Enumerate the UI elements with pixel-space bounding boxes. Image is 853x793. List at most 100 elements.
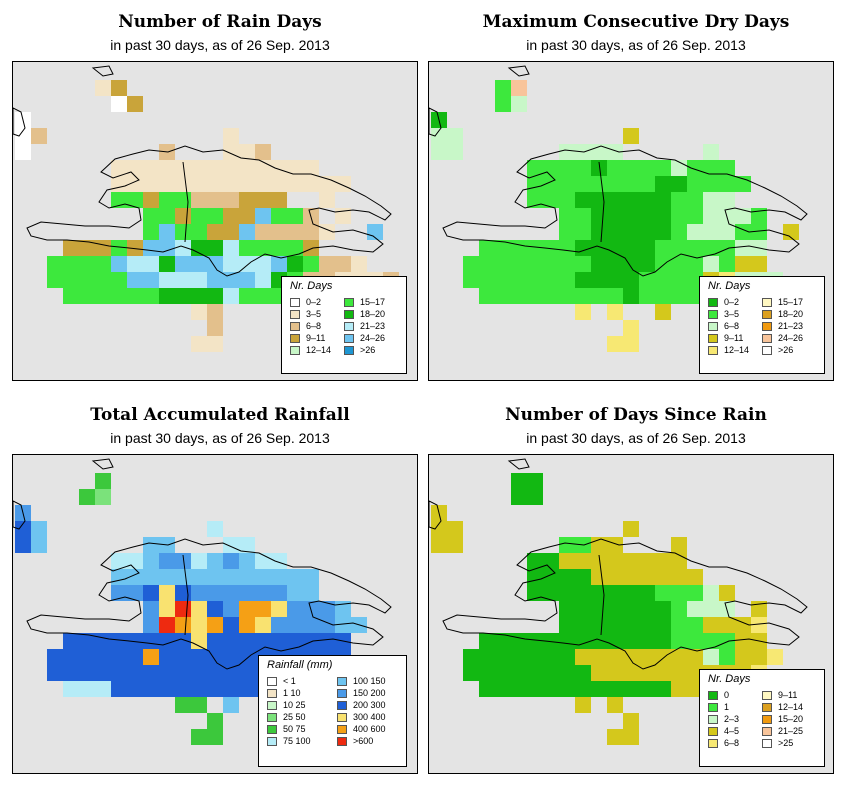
grid-cell	[239, 633, 255, 649]
grid-cell	[623, 633, 639, 649]
grid-cell	[175, 240, 191, 256]
legend-swatch	[337, 701, 347, 710]
grid-cell	[239, 569, 255, 585]
grid-cell	[639, 224, 655, 240]
grid-cell	[671, 537, 687, 553]
grid-cell	[335, 617, 351, 633]
grid-cell	[463, 665, 479, 681]
grid-cell	[511, 681, 527, 697]
grid-cell	[639, 160, 655, 176]
grid-cell	[143, 160, 159, 176]
grid-cell	[543, 649, 559, 665]
grid-cell	[191, 272, 207, 288]
legend-swatch	[708, 334, 718, 343]
legend-swatch	[267, 713, 277, 722]
panel-subtitle: in past 30 days, as of 26 Sep. 2013	[526, 37, 746, 53]
grid-cell	[575, 224, 591, 240]
grid-cell	[607, 304, 623, 320]
grid-cell	[559, 256, 575, 272]
grid-cell	[207, 585, 223, 601]
grid-cell	[207, 272, 223, 288]
legend-swatch	[762, 715, 772, 724]
grid-cell	[287, 601, 303, 617]
legend-swatch	[290, 310, 300, 319]
legend-label: 12–14	[778, 702, 804, 712]
grid-cell	[175, 585, 191, 601]
grid-cell	[207, 288, 223, 304]
grid-cell	[671, 665, 687, 681]
grid-cell	[511, 288, 527, 304]
legend-swatch	[344, 310, 354, 319]
grid-cell	[623, 649, 639, 665]
grid-cell	[159, 569, 175, 585]
grid-cell	[127, 649, 143, 665]
grid-cell	[671, 649, 687, 665]
grid-cell	[127, 585, 143, 601]
grid-cell	[591, 681, 607, 697]
legend-swatch	[708, 691, 718, 700]
legend-label: 24–26	[360, 333, 386, 343]
grid-cell	[655, 224, 671, 240]
legend-item: < 1	[267, 676, 337, 687]
grid-cell	[207, 633, 223, 649]
grid-cell	[719, 224, 735, 240]
grid-cell	[543, 633, 559, 649]
grid-cell	[271, 553, 287, 569]
grid-cell	[255, 272, 271, 288]
grid-cell	[143, 176, 159, 192]
grid-cell	[223, 224, 239, 240]
grid-cell	[655, 208, 671, 224]
grid-cell	[623, 585, 639, 601]
grid-cell	[175, 633, 191, 649]
grid-cell	[367, 224, 383, 240]
grid-cell	[607, 144, 623, 160]
legend-label: 6–8	[306, 321, 322, 331]
grid-cell	[159, 665, 175, 681]
grid-cell	[287, 160, 303, 176]
grid-cell	[559, 192, 575, 208]
legend-label: 15–17	[778, 297, 804, 307]
panel-title: Total Accumulated Rainfall	[90, 405, 350, 425]
grid-cell	[15, 537, 31, 553]
grid-cell	[783, 224, 799, 240]
grid-cell	[591, 256, 607, 272]
grid-cell	[703, 192, 719, 208]
legend-item: >25	[762, 738, 832, 749]
legend-item: 12–14	[708, 345, 778, 356]
grid-cell	[175, 697, 191, 713]
legend-label: 9–11	[306, 333, 326, 343]
grid-cell	[575, 649, 591, 665]
legend-swatch	[708, 298, 718, 307]
legend-swatch	[344, 334, 354, 343]
map-canvas	[429, 65, 808, 352]
grid-cell	[79, 272, 95, 288]
grid-cell	[591, 569, 607, 585]
grid-cell	[623, 553, 639, 569]
legend-swatch	[267, 725, 277, 734]
grid-cell	[95, 489, 111, 505]
grid-cell	[607, 617, 623, 633]
grid-cell	[143, 272, 159, 288]
legend-swatch	[337, 725, 347, 734]
grid-cell	[239, 256, 255, 272]
grid-cell	[543, 256, 559, 272]
grid-cell	[703, 617, 719, 633]
grid-cell	[303, 617, 319, 633]
grid-cell	[639, 617, 655, 633]
grid-cell	[559, 240, 575, 256]
grid-cell	[239, 649, 255, 665]
grid-cell	[655, 649, 671, 665]
grid-cell	[287, 633, 303, 649]
grid-cell	[527, 272, 543, 288]
grid-cell	[623, 128, 639, 144]
grid-cell	[303, 569, 319, 585]
grid-cell	[687, 240, 703, 256]
legend-swatch	[708, 703, 718, 712]
legend-item: 15–17	[762, 297, 832, 308]
legend-label: 10 25	[283, 700, 306, 710]
grid-cell	[559, 144, 575, 160]
grid-cell	[207, 256, 223, 272]
grid-cell	[159, 272, 175, 288]
grid-cell	[191, 304, 207, 320]
legend-label: >26	[778, 345, 794, 355]
